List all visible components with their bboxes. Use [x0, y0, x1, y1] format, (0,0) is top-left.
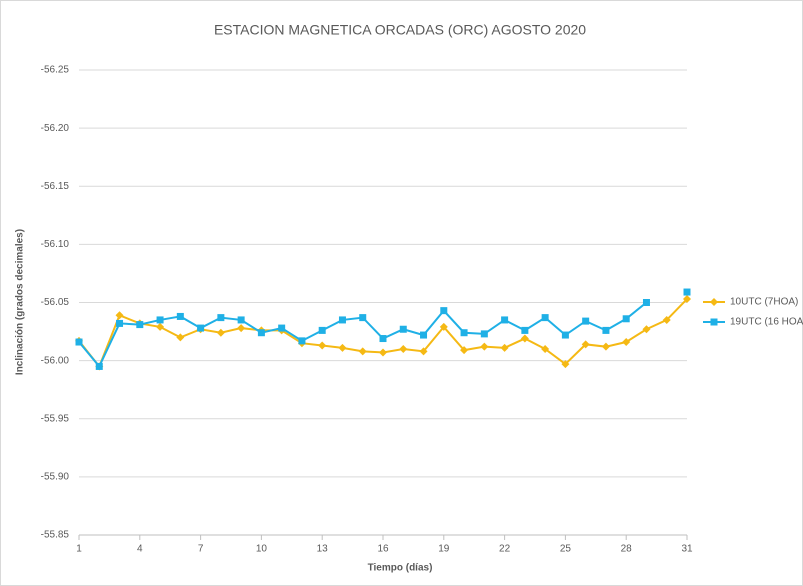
marker — [359, 314, 367, 322]
marker — [710, 318, 718, 326]
marker — [541, 314, 549, 322]
marker — [136, 321, 144, 329]
marker — [399, 345, 408, 353]
marker — [318, 326, 326, 334]
x-tick-label: 4 — [137, 544, 143, 555]
marker — [379, 348, 387, 357]
y-tick-label: -56.15 — [41, 181, 70, 192]
y-axis-label: Inclinación (grados decimales) — [15, 229, 26, 375]
x-tick-label: 16 — [377, 544, 389, 555]
marker — [501, 316, 509, 324]
marker — [439, 322, 448, 331]
marker — [419, 347, 428, 356]
marker — [237, 316, 245, 324]
marker — [683, 295, 691, 304]
x-tick-label: 25 — [560, 544, 572, 555]
y-tick-label: -55.90 — [41, 472, 70, 483]
marker — [217, 314, 225, 322]
marker — [257, 329, 265, 337]
marker — [237, 324, 246, 333]
marker — [460, 346, 469, 355]
marker — [642, 299, 650, 306]
marker — [582, 317, 590, 325]
marker — [176, 333, 185, 342]
marker — [561, 360, 570, 369]
marker — [116, 319, 124, 327]
marker — [216, 328, 225, 337]
y-tick-label: -56.05 — [41, 297, 70, 308]
marker — [75, 338, 83, 346]
marker — [197, 324, 205, 332]
x-tick-label: 1 — [76, 544, 82, 555]
marker — [642, 325, 651, 334]
x-tick-label: 13 — [317, 544, 329, 555]
x-tick-label: 28 — [621, 544, 633, 555]
chart-title: ESTACION MAGNETICA ORCADAS (ORC) AGOSTO … — [214, 22, 586, 38]
y-tick-label: -56.20 — [41, 123, 70, 134]
marker — [95, 362, 103, 370]
x-tick-label: 7 — [198, 544, 204, 555]
marker — [561, 331, 569, 339]
marker — [399, 325, 407, 333]
marker — [480, 330, 488, 338]
marker — [581, 340, 590, 349]
marker — [622, 338, 631, 347]
legend-label: 19UTC (16 HOA) — [730, 317, 803, 328]
marker — [520, 334, 529, 343]
marker — [480, 342, 489, 351]
marker — [683, 288, 691, 296]
y-tick-label: -56.00 — [41, 355, 70, 366]
marker — [278, 324, 286, 332]
marker — [115, 311, 124, 320]
x-tick-label: 31 — [681, 544, 693, 555]
marker — [601, 342, 610, 351]
marker — [460, 329, 468, 337]
marker — [710, 298, 718, 306]
marker — [156, 322, 165, 331]
marker — [521, 326, 529, 334]
marker — [156, 316, 164, 324]
x-tick-label: 10 — [256, 544, 268, 555]
y-tick-label: -55.95 — [41, 413, 70, 424]
y-tick-label: -56.25 — [41, 65, 70, 76]
x-tick-label: 22 — [499, 544, 511, 555]
marker — [440, 307, 448, 315]
marker — [358, 347, 367, 356]
marker — [176, 312, 184, 320]
x-axis-label: Tiempo (días) — [368, 563, 433, 574]
marker — [338, 343, 347, 352]
marker — [318, 341, 327, 350]
marker — [298, 337, 306, 345]
marker — [541, 345, 550, 353]
y-tick-label: -55.85 — [41, 530, 70, 541]
y-tick-label: -56.10 — [41, 239, 70, 250]
marker — [662, 315, 671, 324]
marker — [500, 343, 509, 352]
marker — [420, 331, 428, 339]
x-tick-label: 19 — [438, 544, 450, 555]
marker — [338, 316, 346, 324]
marker — [602, 326, 610, 334]
legend-label: 10UTC (7HOA) — [730, 297, 798, 308]
marker — [379, 335, 387, 343]
marker — [622, 315, 630, 323]
